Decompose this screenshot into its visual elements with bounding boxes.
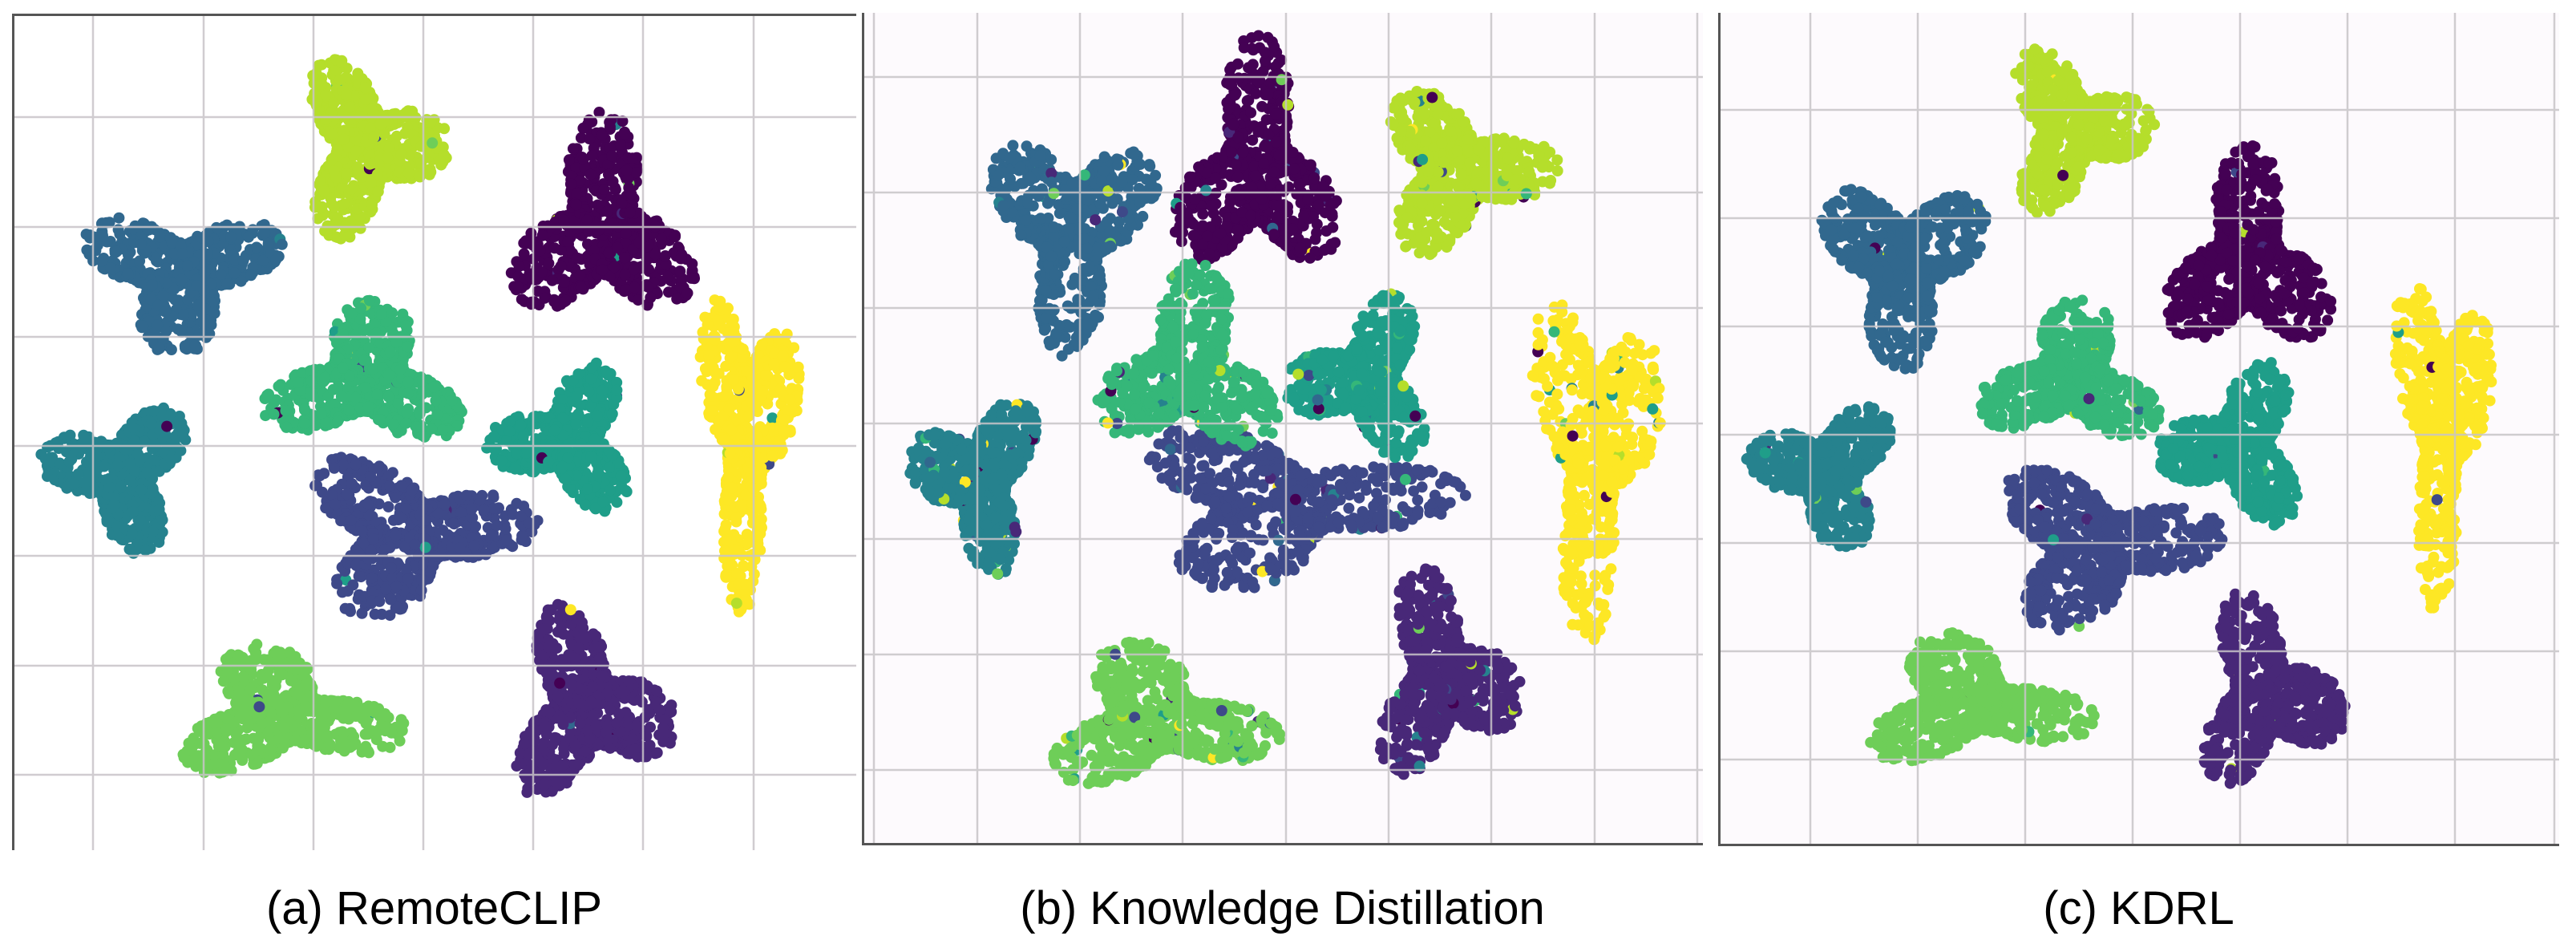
scatter-panel-knowledge-distillation bbox=[862, 13, 1703, 845]
caption-c: (c) KDRL bbox=[1718, 881, 2559, 937]
scatter-plot-a bbox=[12, 14, 856, 850]
caption-a: (a) RemoteCLIP bbox=[12, 881, 856, 937]
axis-spines bbox=[12, 14, 856, 850]
gridlines bbox=[12, 14, 856, 850]
caption-b: (b) Knowledge Distillation bbox=[862, 881, 1703, 937]
scatter-plot-c bbox=[1718, 13, 2559, 846]
data-points bbox=[904, 30, 1666, 789]
axis-spines bbox=[862, 13, 1703, 845]
gridlines bbox=[1718, 13, 2559, 846]
data-points bbox=[1741, 43, 2497, 789]
gridlines bbox=[862, 13, 1703, 845]
scatter-panel-remoteclip bbox=[12, 14, 856, 850]
data-points bbox=[35, 54, 805, 798]
scatter-panel-kdrl bbox=[1718, 13, 2559, 846]
scatter-plot-b bbox=[862, 13, 1703, 845]
axis-spines bbox=[1718, 13, 2559, 846]
